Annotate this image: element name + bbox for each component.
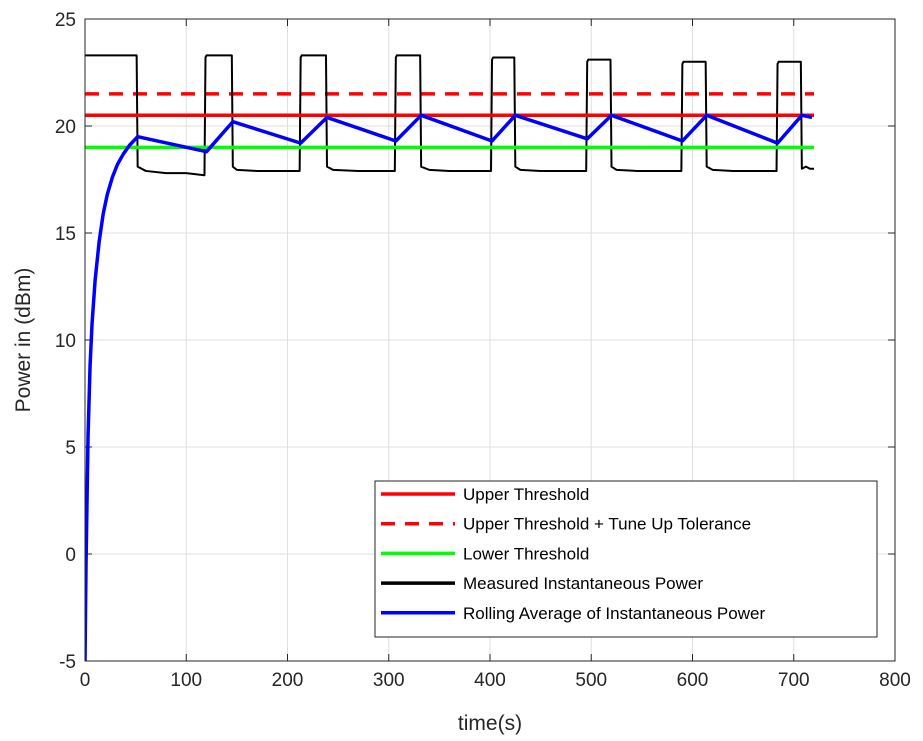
x-tick-label: 100 <box>170 670 202 691</box>
x-tick-label: 300 <box>373 670 405 691</box>
legend-box <box>374 480 878 638</box>
y-tick-label: 10 <box>55 331 76 352</box>
y-tick-label: 5 <box>65 438 76 459</box>
y-tick-label: 15 <box>55 224 76 245</box>
x-tick-label: 700 <box>778 670 810 691</box>
legend-label-upper-threshold: Upper Threshold <box>463 485 589 504</box>
legend-label-upper-threshold-tune-up-tolerance: Upper Threshold + Tune Up Tolerance <box>463 515 751 534</box>
x-tick-label: 0 <box>80 670 91 691</box>
legend-label-lower-threshold: Lower Threshold <box>463 544 589 563</box>
x-tick-label: 200 <box>272 670 304 691</box>
plot-area-frame <box>84 18 896 662</box>
x-tick-label: 500 <box>575 670 607 691</box>
legend-label-measured-instantaneous-power: Measured Instantaneous Power <box>463 574 703 593</box>
legend: Upper Threshold Upper Threshold + Tune Up… <box>374 480 878 638</box>
y-axis-title: Power in (dBm) <box>12 268 35 413</box>
series-line-rolling-average-of-instantaneous-power <box>85 113 813 661</box>
y-tick-label: 25 <box>55 10 76 31</box>
x-tick-label: 800 <box>879 670 911 691</box>
x-tick-label: 400 <box>474 670 506 691</box>
legend-label-rolling-average-of-instantaneous-power: Rolling Average of Instantaneous Power <box>463 604 765 623</box>
y-tick-label: 0 <box>65 545 76 566</box>
y-tick-label: -5 <box>59 652 76 673</box>
legend-entries: Upper Threshold Upper Threshold + Tune Up… <box>381 485 765 623</box>
x-axis-title: time(s) <box>458 712 522 735</box>
y-tick-label: 20 <box>55 117 76 138</box>
series-lines <box>85 54 814 661</box>
x-tick-label: 600 <box>677 670 709 691</box>
